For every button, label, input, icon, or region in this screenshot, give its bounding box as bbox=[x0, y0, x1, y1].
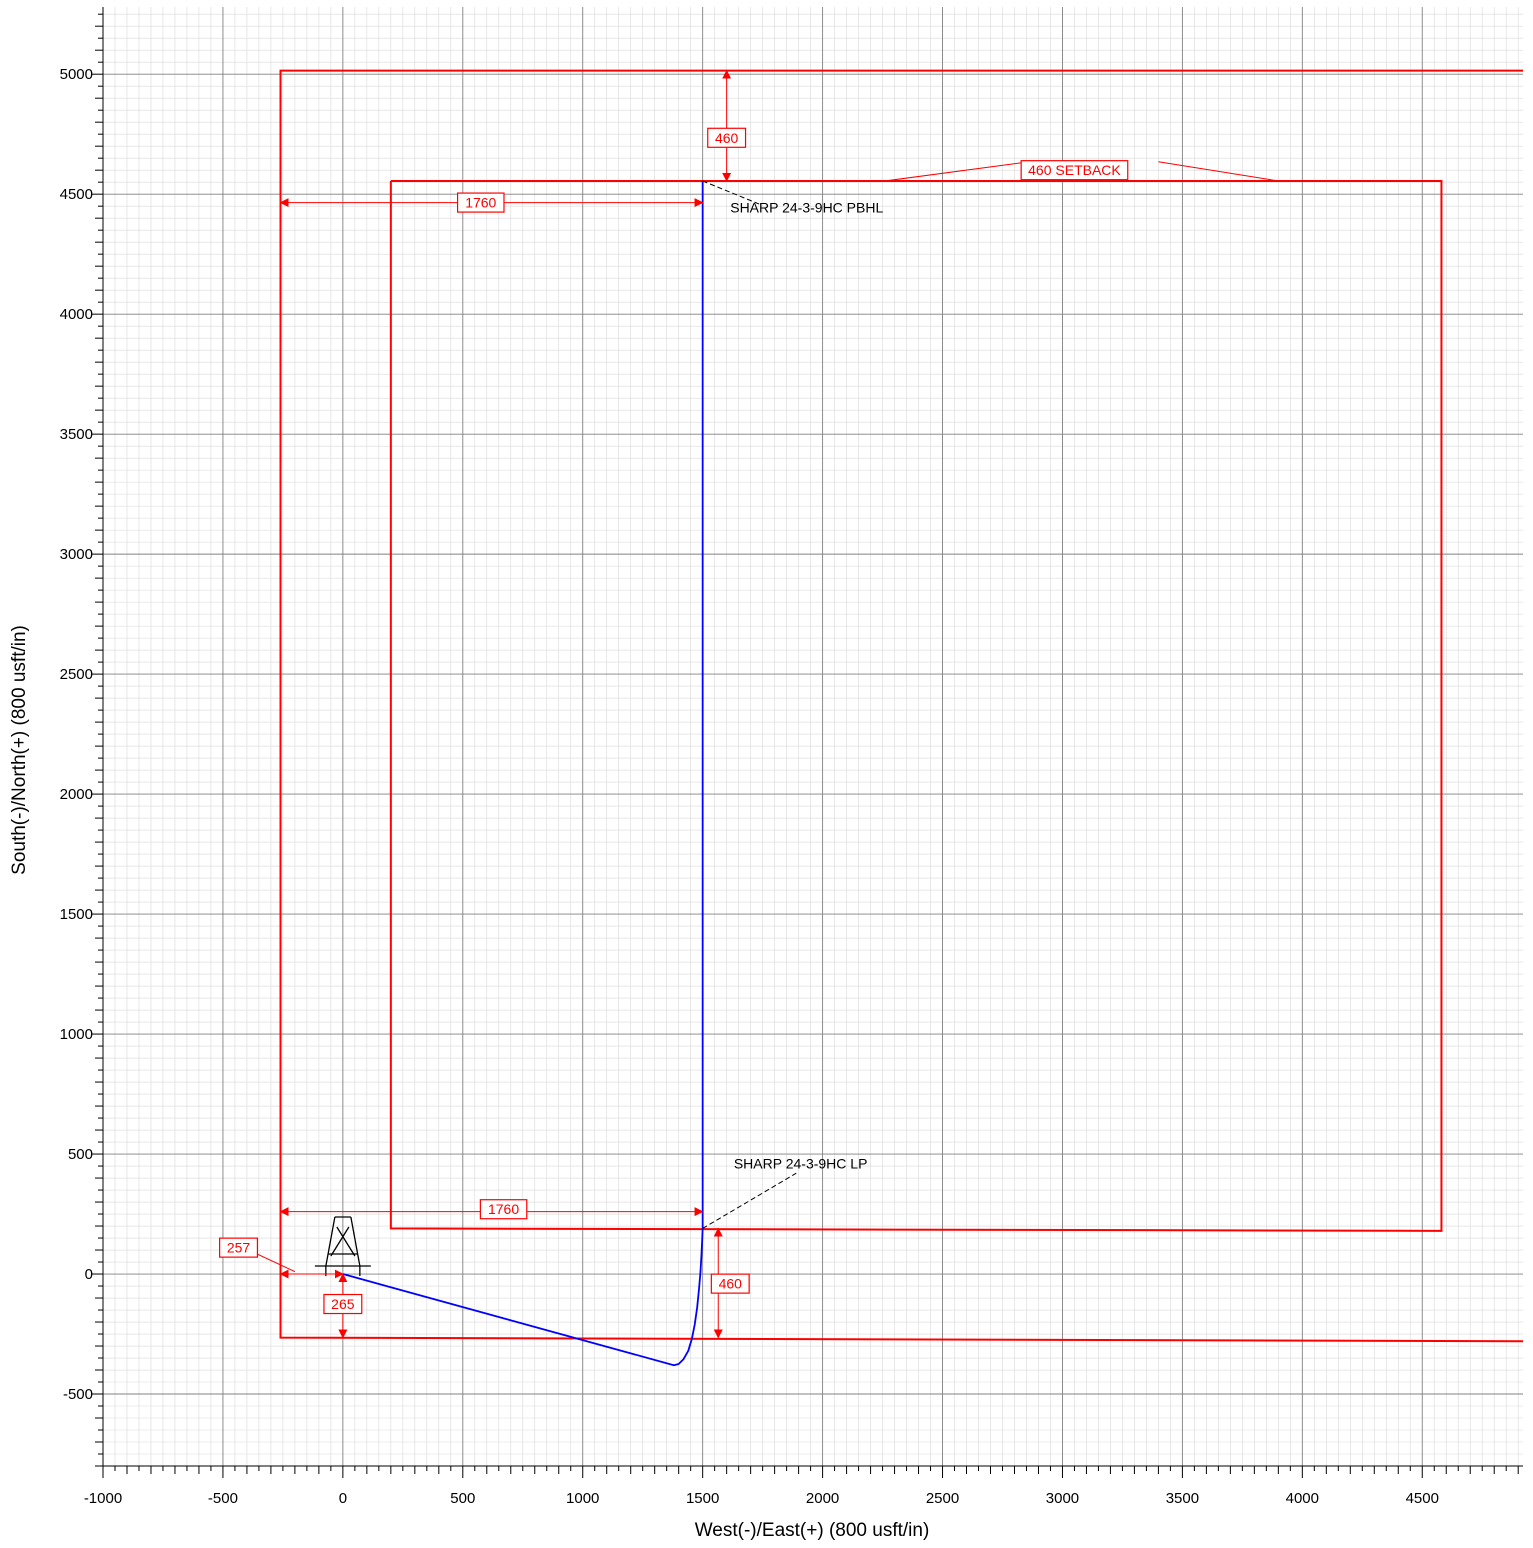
x-tick-label: -1000 bbox=[84, 1490, 122, 1507]
dimension-label: 257 bbox=[227, 1240, 251, 1256]
axes: -1000 -500 0 500 1000 1500 2000 2500 3000 3500 400… bbox=[60, 7, 1523, 1507]
y-tick-label: 4000 bbox=[60, 306, 93, 323]
dimension-label: 460 SETBACK bbox=[1028, 162, 1121, 178]
y-tick-label: 2000 bbox=[60, 786, 93, 803]
x-tick-label: 1500 bbox=[686, 1490, 719, 1507]
x-tick-label: -500 bbox=[208, 1490, 238, 1507]
x-tick-label: 4000 bbox=[1286, 1490, 1319, 1507]
y-axis-title: South(-)/North(+) (800 usft/in) bbox=[9, 625, 30, 875]
boundaries bbox=[281, 71, 1524, 1342]
x-tick-label: 1000 bbox=[566, 1490, 599, 1507]
y-tick-label: 5000 bbox=[60, 66, 93, 83]
rig-icon-stroke bbox=[326, 1217, 335, 1266]
dimension-label: 1760 bbox=[465, 195, 496, 211]
y-tick-label: 3000 bbox=[60, 546, 93, 563]
x-tick-label: 500 bbox=[450, 1490, 475, 1507]
dimension-label: 460 bbox=[719, 1276, 743, 1292]
rig-icon-stroke bbox=[351, 1217, 360, 1266]
minor-gridlines bbox=[103, 7, 1523, 1466]
y-tick-label: 1000 bbox=[60, 1026, 93, 1043]
dimensions: 460 460 SETBACK 1760 1760 460 265 257 bbox=[220, 71, 1279, 1338]
dimension-label: 265 bbox=[331, 1296, 355, 1312]
x-tick-label: 2000 bbox=[806, 1490, 839, 1507]
y-tick-label: 2500 bbox=[60, 666, 93, 683]
y-tick-label: 1500 bbox=[60, 906, 93, 923]
y-tick-label: 3500 bbox=[60, 426, 93, 443]
x-tick-label: 3500 bbox=[1166, 1490, 1199, 1507]
lease-boundary-line bbox=[281, 71, 1524, 1342]
y-tick-label: 500 bbox=[68, 1146, 93, 1163]
x-tick-label: 0 bbox=[339, 1490, 347, 1507]
x-axis-title: West(-)/East(+) (800 usft/in) bbox=[695, 1520, 930, 1541]
dimension-label: 1760 bbox=[488, 1201, 519, 1217]
major-gridlines bbox=[103, 7, 1523, 1466]
dimension-label: 460 bbox=[715, 130, 739, 146]
y-tick-label: -500 bbox=[63, 1386, 93, 1403]
x-tick-label: 3000 bbox=[1046, 1490, 1079, 1507]
x-tick-label: 4500 bbox=[1406, 1490, 1439, 1507]
annotation-label: SHARP 24-3-9HC PBHL bbox=[730, 199, 883, 215]
x-tick-label: 2500 bbox=[926, 1490, 959, 1507]
annotation-leader bbox=[703, 1173, 797, 1228]
annotation-label: SHARP 24-3-9HC LP bbox=[734, 1156, 868, 1172]
y-tick-label: 4500 bbox=[60, 186, 93, 203]
